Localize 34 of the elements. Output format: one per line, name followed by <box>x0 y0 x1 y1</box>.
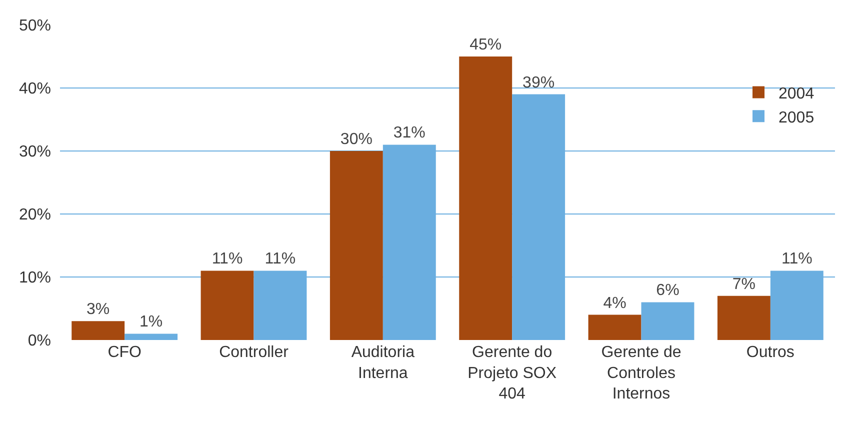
x-tick-label: CFO <box>108 344 142 361</box>
bar <box>72 321 125 340</box>
data-label: 11% <box>212 250 243 268</box>
bar <box>588 314 642 340</box>
x-tick-label: Auditoria Interna <box>351 344 415 382</box>
x-tick-label: Outros <box>746 344 794 361</box>
bar <box>641 302 694 340</box>
data-label: 11% <box>781 250 812 268</box>
bar <box>124 334 178 340</box>
bar <box>200 270 254 340</box>
bar <box>459 56 512 340</box>
y-tick-label: 40% <box>18 80 51 98</box>
data-label: 30% <box>340 131 372 148</box>
y-tick-label: 10% <box>18 270 51 287</box>
x-tick-label: Controller <box>219 344 290 361</box>
x-tick-label: Gerente do Projeto SOX 404 <box>468 344 557 403</box>
x-tick-label: Gerente de Controles Internos <box>601 344 682 403</box>
data-label: 39% <box>522 74 555 92</box>
data-label: 3% <box>86 301 110 318</box>
bar <box>717 296 770 340</box>
data-label: 4% <box>603 294 626 312</box>
data-label: 11% <box>264 250 296 268</box>
legend-label: 2004 <box>778 86 814 103</box>
bar <box>330 151 383 340</box>
y-tick-label: 30% <box>18 144 51 161</box>
y-tick-label: 50% <box>18 18 51 35</box>
y-tick-label: 20% <box>18 206 51 224</box>
data-label: 1% <box>139 314 163 331</box>
data-label: 7% <box>732 276 756 293</box>
legend-label: 2005 <box>778 109 814 126</box>
y-tick-label: 0% <box>28 332 51 350</box>
data-label: 6% <box>656 282 680 300</box>
data-label: 45% <box>470 36 502 54</box>
data-label: 31% <box>393 124 426 142</box>
